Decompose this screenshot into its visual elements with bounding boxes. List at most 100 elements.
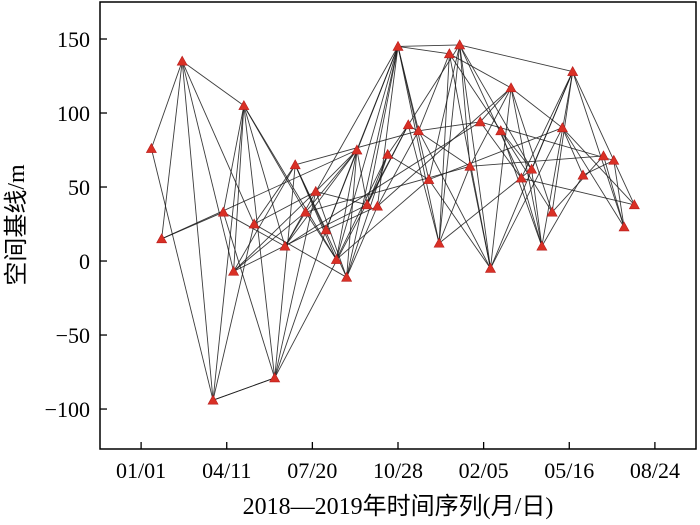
acquisition-markers <box>145 39 640 405</box>
connection-line <box>562 127 635 206</box>
acquisition-marker <box>351 144 363 155</box>
connection-line <box>541 71 574 247</box>
connection-line <box>428 179 491 269</box>
connection-line <box>346 154 389 278</box>
connection-line <box>572 71 635 205</box>
connection-line <box>356 46 399 151</box>
acquisition-marker <box>567 65 579 76</box>
connection-line <box>346 206 378 278</box>
connection-line <box>418 121 481 132</box>
acquisition-marker <box>228 265 240 276</box>
connection-line <box>582 159 614 176</box>
connection-line <box>500 130 543 247</box>
acquisition-marker <box>289 159 301 170</box>
connection-line <box>438 166 471 244</box>
connection-line <box>520 178 543 247</box>
x-tick-label: 07/20 <box>287 458 337 483</box>
acquisition-marker <box>618 221 630 232</box>
connection-line <box>541 174 584 247</box>
acquisition-marker <box>433 237 445 248</box>
connection-line <box>181 61 235 272</box>
connection-line <box>253 191 317 225</box>
acquisition-marker <box>279 240 291 251</box>
acquisition-marker <box>598 150 610 161</box>
connection-line <box>346 149 358 278</box>
connection-line <box>212 377 275 401</box>
acquisition-marker <box>248 218 260 229</box>
connection-line <box>212 105 245 401</box>
connection-line <box>459 44 471 167</box>
connection-line <box>459 44 573 73</box>
connection-line <box>274 164 296 378</box>
connection-line <box>562 127 625 228</box>
connection-line <box>335 149 358 260</box>
connection-line <box>161 149 358 240</box>
y-axis-title: 空间基线/m <box>3 164 30 286</box>
y-tick-label: 50 <box>68 175 90 200</box>
connection-line <box>243 105 276 379</box>
connection-line <box>233 204 368 272</box>
connection-line <box>531 169 543 247</box>
connection-line <box>253 223 347 278</box>
connection-line <box>335 46 399 260</box>
connection-line <box>223 211 286 247</box>
connection-line <box>418 130 491 269</box>
connection-line <box>233 105 245 272</box>
connection-lines <box>150 44 635 401</box>
acquisition-marker <box>269 372 281 383</box>
acquisition-marker <box>156 233 168 244</box>
connection-line <box>315 191 368 206</box>
acquisition-marker <box>454 39 466 50</box>
connection-line <box>336 179 430 260</box>
acquisition-marker <box>217 206 229 217</box>
y-tick-label: 150 <box>57 27 90 52</box>
connection-line <box>150 148 214 401</box>
connection-line <box>521 177 635 206</box>
acquisition-marker <box>392 40 404 51</box>
acquisition-marker <box>464 160 476 171</box>
y-tick-label: 100 <box>57 101 90 126</box>
connection-line <box>551 155 604 213</box>
acquisition-marker <box>382 148 394 159</box>
acquisition-marker <box>300 206 312 217</box>
connection-line <box>253 164 296 225</box>
connection-line <box>449 53 512 89</box>
acquisition-marker <box>145 142 157 153</box>
connection-line <box>181 61 214 401</box>
connection-line <box>438 44 461 244</box>
connection-line <box>500 130 553 213</box>
connection-line <box>150 61 183 149</box>
connection-line <box>520 71 574 179</box>
x-tick-label: 08/24 <box>630 458 680 483</box>
connection-line <box>284 149 358 247</box>
connection-line <box>510 87 553 213</box>
connection-line <box>562 127 584 176</box>
x-tick-label: 10/28 <box>373 458 423 483</box>
connection-line <box>377 87 512 207</box>
connection-line <box>510 87 563 129</box>
acquisition-marker <box>577 169 589 180</box>
x-tick-label: 02/05 <box>459 458 509 483</box>
connection-line <box>397 45 450 55</box>
x-axis-title: 2018—2019年时间序列(月/日) <box>243 493 554 520</box>
connection-line <box>572 71 625 228</box>
connection-line <box>428 44 461 180</box>
connection-line <box>161 61 183 239</box>
connection-line <box>603 155 625 228</box>
connection-line <box>233 191 317 272</box>
acquisition-marker <box>413 125 425 136</box>
acquisition-marker <box>608 154 620 165</box>
plot-frame <box>99 1 697 450</box>
connection-line <box>397 44 460 47</box>
acquisition-marker <box>330 253 342 264</box>
y-tick-label: −100 <box>45 397 90 422</box>
connection-line <box>233 211 306 272</box>
acquisition-marker <box>474 116 486 127</box>
acquisition-marker <box>515 172 527 183</box>
connection-line <box>469 166 491 269</box>
connection-line <box>459 44 532 170</box>
acquisition-marker <box>546 206 558 217</box>
connection-line <box>243 105 286 247</box>
connection-line <box>377 130 419 207</box>
connection-line <box>222 212 276 379</box>
